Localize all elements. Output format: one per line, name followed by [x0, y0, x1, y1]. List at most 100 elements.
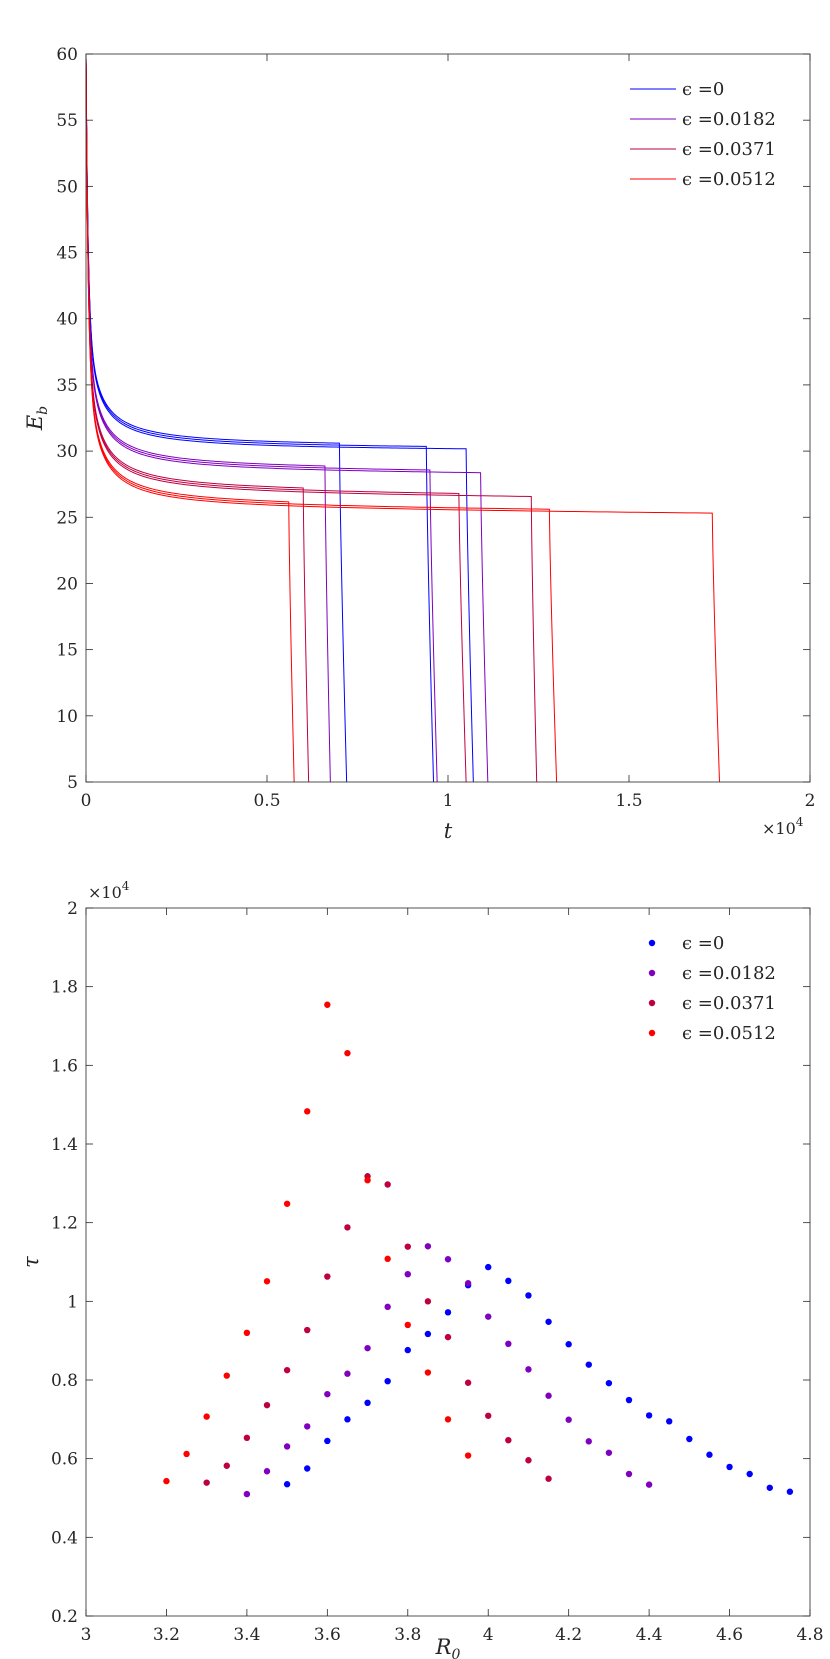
scatter-point-series-3-2 — [203, 1413, 210, 1420]
scatter-point-series-3-9 — [344, 1049, 351, 1057]
scatter-point-series-0-10 — [485, 1263, 492, 1271]
scatter-point-series-3-8 — [324, 1001, 331, 1008]
x-tick-label-bottom-6: 4.2 — [555, 1625, 582, 1645]
y-tick-label-bottom-0: 0.2 — [51, 1607, 78, 1627]
scatter-point-series-2-14 — [485, 1412, 492, 1419]
y-tick-label-bottom-8: 1.8 — [51, 978, 78, 998]
legend-top-label-3: ϵ =0.0512 — [682, 169, 776, 190]
scatter-points — [163, 1001, 794, 1498]
y-tick-label-bottom-7: 1.6 — [51, 1056, 78, 1076]
scatter-point-series-2-16 — [525, 1457, 532, 1464]
scatter-point-series-2-12 — [444, 1333, 452, 1341]
scatter-point-series-3-10 — [364, 1176, 371, 1184]
energy-curve-series-3-run-2 — [85, 63, 720, 783]
scatter-point-series-0-24 — [766, 1484, 773, 1491]
scatter-point-series-1-10 — [444, 1256, 452, 1263]
x-tick-label-bottom-2: 3.4 — [233, 1625, 260, 1645]
scatter-point-series-1-0 — [243, 1490, 251, 1498]
scatter-point-series-0-20 — [686, 1435, 693, 1443]
legend-bottom-marker-2 — [648, 999, 656, 1007]
legend-bottom: ϵ =0 ϵ =0.0182 ϵ =0.0371 ϵ =0.0512 — [648, 933, 776, 1044]
scatter-point-series-1-16 — [565, 1416, 572, 1423]
scatter-point-series-1-20 — [645, 1481, 653, 1488]
scatter-point-series-0-21 — [706, 1451, 713, 1458]
scatter-point-series-2-15 — [505, 1436, 512, 1444]
y-tick-label-bottom-3: 0.8 — [51, 1371, 78, 1391]
energy-curve-series-0-run-2 — [85, 62, 474, 783]
y-tick-label-top-0: 5 — [67, 773, 78, 793]
scatter-point-series-2-5 — [304, 1326, 311, 1334]
x-tick-label-top-2: 1 — [443, 791, 454, 811]
scatter-point-series-0-15 — [585, 1361, 592, 1368]
scatter-point-series-2-7 — [344, 1224, 351, 1231]
scatter-point-series-2-1 — [223, 1462, 230, 1469]
scatter-point-series-2-6 — [324, 1273, 331, 1280]
scatter-point-series-0-4 — [364, 1399, 371, 1407]
x-axis-label-bottom: R0 — [435, 1635, 461, 1659]
x-exponent-label: ×104 — [762, 815, 804, 838]
x-tick-label-bottom-4: 3.8 — [394, 1625, 421, 1645]
scatter-point-series-3-14 — [444, 1416, 452, 1423]
lifetime-radius-plot: 3 3.2 3.4 3.6 3.8 4 4.2 4.4 4.6 4.8 0.2 0.4 0.6 0.8 1 1… — [19, 879, 824, 1659]
scatter-point-series-1-4 — [324, 1390, 331, 1398]
legend-top-label-1: ϵ =0.0182 — [682, 109, 776, 130]
scatter-point-series-0-17 — [625, 1396, 633, 1404]
energy-curve-series-0-run-1 — [85, 60, 435, 783]
x-tick-label-top-4: 2 — [805, 791, 816, 811]
scatter-point-series-1-12 — [485, 1313, 492, 1320]
scatter-point-series-1-18 — [605, 1449, 613, 1456]
scatter-point-series-2-2 — [243, 1434, 251, 1442]
legend-bottom-marker-3 — [648, 1029, 656, 1037]
scatter-point-series-1-2 — [283, 1443, 291, 1450]
scatter-point-series-3-6 — [283, 1200, 291, 1207]
x-tick-label-bottom-8: 4.6 — [716, 1625, 743, 1645]
x-tick-label-bottom-0: 3 — [81, 1625, 92, 1645]
energy-curve-series-2-run-2 — [85, 62, 538, 783]
y-exponent-label: ×104 — [88, 879, 130, 902]
scatter-point-series-2-4 — [283, 1366, 291, 1374]
scatter-point-series-2-3 — [263, 1401, 271, 1409]
scatter-point-series-0-5 — [384, 1377, 391, 1385]
legend-bottom-label-0: ϵ =0 — [682, 933, 724, 954]
y-tick-label-top-8: 45 — [56, 244, 78, 264]
scatter-point-series-0-25 — [786, 1488, 794, 1495]
y-tick-label-top-4: 25 — [56, 508, 78, 528]
y-tick-label-top-3: 20 — [56, 574, 78, 594]
energy-curves — [85, 58, 720, 783]
y-tick-label-bottom-1: 0.4 — [51, 1528, 78, 1548]
y-tick-label-bottom-2: 0.6 — [51, 1450, 78, 1470]
scatter-point-series-3-11 — [384, 1255, 391, 1263]
scatter-point-series-0-1 — [304, 1465, 311, 1472]
scatter-point-series-1-19 — [625, 1470, 633, 1478]
x-tick-label-top-1: 0.5 — [253, 791, 280, 811]
energy-curve-series-0-run-0 — [85, 58, 348, 783]
energy-curve-series-3-run-1 — [85, 61, 558, 783]
scatter-point-series-0-6 — [404, 1346, 411, 1354]
legend-top: ϵ =0 ϵ =0.0182 ϵ =0.0371 ϵ =0.0512 — [630, 79, 776, 190]
scatter-point-series-1-3 — [304, 1423, 311, 1430]
scatter-point-series-3-13 — [424, 1369, 432, 1376]
scatter-point-series-3-1 — [183, 1450, 190, 1458]
scatter-point-series-1-9 — [424, 1243, 432, 1250]
x-tick-label-top-3: 1.5 — [615, 791, 642, 811]
scatter-point-series-0-19 — [666, 1418, 673, 1425]
plot-frame-bottom — [85, 907, 811, 1617]
x-tick-label-bottom-7: 4.4 — [636, 1625, 663, 1645]
scatter-point-series-0-8 — [444, 1309, 452, 1316]
scatter-point-series-2-0 — [203, 1479, 210, 1486]
scatter-point-series-0-16 — [605, 1379, 613, 1387]
scatter-point-series-0-13 — [545, 1318, 552, 1325]
scatter-point-series-1-14 — [525, 1366, 532, 1373]
scatter-point-series-1-15 — [545, 1392, 552, 1399]
energy-curve-series-1-run-1 — [85, 60, 438, 783]
scatter-point-series-2-11 — [424, 1298, 432, 1305]
x-tick-label-bottom-1: 3.2 — [153, 1625, 180, 1645]
y-axis-label-bottom: τ — [19, 1256, 43, 1268]
scatter-point-series-1-5 — [344, 1370, 351, 1377]
scatter-point-series-0-14 — [565, 1341, 572, 1348]
scatter-point-series-0-12 — [525, 1292, 532, 1299]
scatter-point-series-1-6 — [364, 1344, 371, 1352]
x-tick-label-bottom-5: 4 — [483, 1625, 494, 1645]
legend-bottom-label-2: ϵ =0.0371 — [682, 993, 776, 1014]
